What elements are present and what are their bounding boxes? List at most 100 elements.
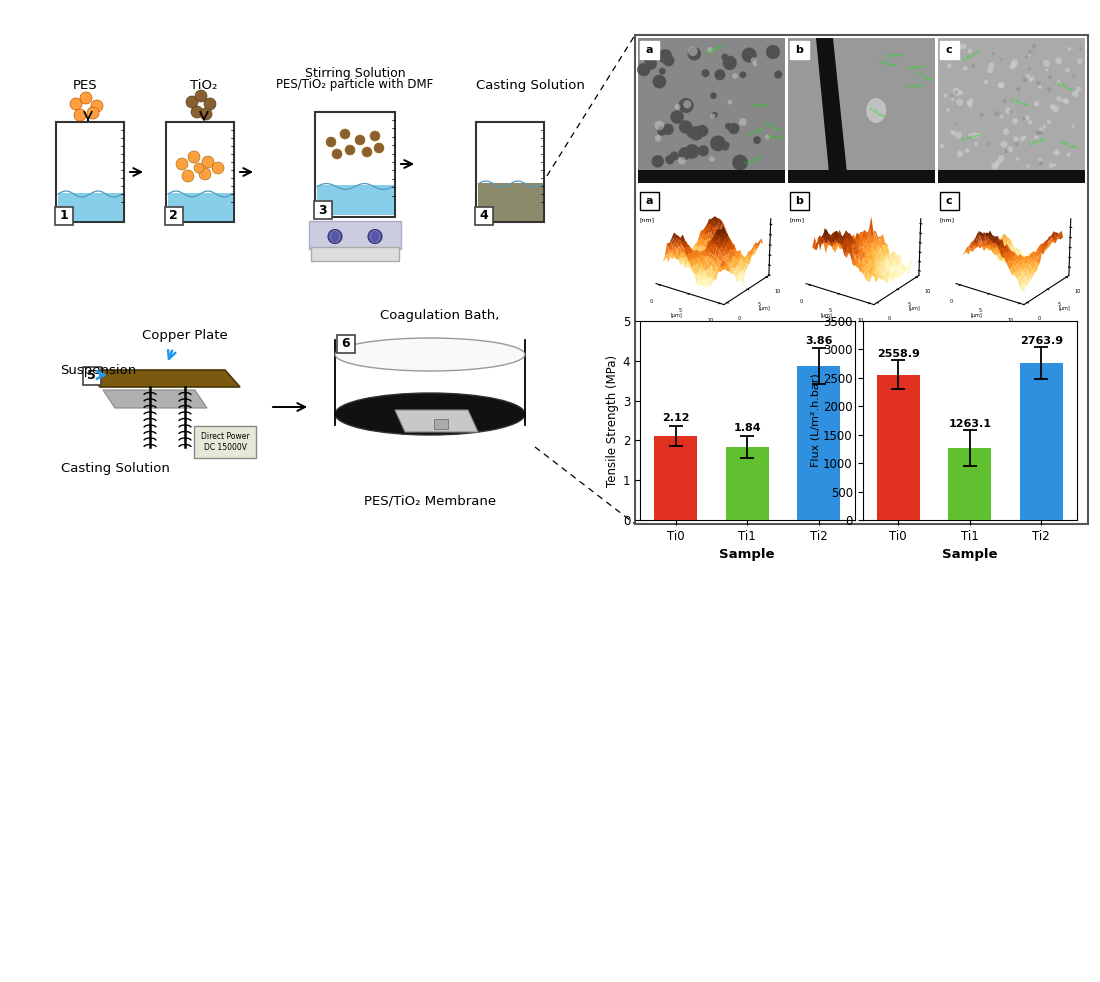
Circle shape <box>939 144 944 148</box>
Circle shape <box>1036 82 1041 85</box>
Text: 1.19 μm: 1.19 μm <box>1010 98 1028 107</box>
Y-axis label: [μm]: [μm] <box>1059 306 1071 311</box>
Circle shape <box>663 55 674 66</box>
Circle shape <box>188 151 200 163</box>
Circle shape <box>946 108 950 112</box>
Circle shape <box>368 230 382 244</box>
Circle shape <box>654 121 664 131</box>
Text: 1.77 μm: 1.77 μm <box>1056 82 1074 93</box>
Circle shape <box>645 58 657 70</box>
Circle shape <box>714 70 725 81</box>
Circle shape <box>1045 68 1048 72</box>
Polygon shape <box>816 38 848 183</box>
Text: 1.53 μm: 1.53 μm <box>868 106 886 119</box>
Circle shape <box>998 155 1004 161</box>
Text: PES: PES <box>73 79 97 92</box>
X-axis label: [μm]: [μm] <box>970 313 982 318</box>
Circle shape <box>996 159 1001 165</box>
Circle shape <box>1012 118 1019 124</box>
FancyBboxPatch shape <box>82 366 100 385</box>
Circle shape <box>688 46 697 56</box>
FancyBboxPatch shape <box>165 206 183 225</box>
Polygon shape <box>85 370 240 387</box>
Circle shape <box>1057 80 1060 83</box>
Circle shape <box>766 45 780 59</box>
Circle shape <box>1063 98 1068 103</box>
Bar <box>877 374 920 520</box>
Circle shape <box>971 64 976 68</box>
Text: 3.86: 3.86 <box>805 336 833 346</box>
Text: PES/TiO₂ Membrane: PES/TiO₂ Membrane <box>364 494 496 507</box>
Circle shape <box>964 66 968 71</box>
Text: [nm]: [nm] <box>790 217 805 222</box>
Circle shape <box>957 54 960 57</box>
Circle shape <box>1016 87 1021 91</box>
Text: 1.13 μm: 1.13 μm <box>878 60 895 67</box>
Circle shape <box>754 62 757 67</box>
Text: b: b <box>795 44 803 54</box>
FancyBboxPatch shape <box>194 426 256 458</box>
Circle shape <box>670 110 684 124</box>
Circle shape <box>1054 149 1060 156</box>
Circle shape <box>1023 78 1027 82</box>
Circle shape <box>1053 105 1059 112</box>
Bar <box>434 419 448 429</box>
Text: c: c <box>946 44 953 54</box>
Circle shape <box>1034 135 1038 139</box>
Circle shape <box>70 98 82 110</box>
Circle shape <box>679 98 694 113</box>
Circle shape <box>957 45 961 50</box>
Bar <box>315 112 395 216</box>
Text: 3.32 μm: 3.32 μm <box>905 83 924 89</box>
Circle shape <box>666 155 674 164</box>
Circle shape <box>182 170 194 182</box>
Text: 1: 1 <box>59 209 68 222</box>
Circle shape <box>974 141 978 145</box>
Text: 6: 6 <box>341 337 350 350</box>
Circle shape <box>191 106 204 118</box>
Circle shape <box>955 132 961 138</box>
Circle shape <box>326 137 336 147</box>
Circle shape <box>204 98 216 110</box>
Circle shape <box>1067 152 1070 157</box>
Circle shape <box>754 136 761 144</box>
Circle shape <box>991 163 999 170</box>
Circle shape <box>688 47 701 61</box>
Circle shape <box>176 158 188 170</box>
Circle shape <box>1032 44 1036 49</box>
Circle shape <box>998 82 1003 88</box>
Circle shape <box>993 162 999 168</box>
Circle shape <box>370 131 379 141</box>
Ellipse shape <box>336 393 525 435</box>
Circle shape <box>987 67 993 73</box>
Circle shape <box>967 100 972 105</box>
Text: 2.65 μm: 2.65 μm <box>908 65 926 72</box>
Circle shape <box>1011 62 1016 68</box>
Y-axis label: [μm]: [μm] <box>909 306 921 311</box>
Circle shape <box>1000 115 1003 119</box>
X-axis label: [μm]: [μm] <box>821 313 832 318</box>
Circle shape <box>1079 46 1082 50</box>
Text: 1.61 μm: 1.61 μm <box>1028 136 1046 147</box>
Text: 1.84: 1.84 <box>734 423 761 433</box>
Circle shape <box>670 151 679 160</box>
Circle shape <box>662 124 674 136</box>
Circle shape <box>80 92 92 104</box>
Circle shape <box>212 162 224 174</box>
Circle shape <box>1077 59 1082 64</box>
Circle shape <box>1049 76 1052 78</box>
Circle shape <box>947 64 952 69</box>
Bar <box>938 170 1085 183</box>
Text: [nm]: [nm] <box>640 217 654 222</box>
Circle shape <box>202 156 215 168</box>
Circle shape <box>723 56 737 70</box>
Text: Stirring Solution: Stirring Solution <box>305 67 405 80</box>
Text: 0.32 μm: 0.32 μm <box>915 71 933 82</box>
Circle shape <box>200 108 212 120</box>
Text: PES/TiO₂ particle with DMF: PES/TiO₂ particle with DMF <box>276 78 433 90</box>
Circle shape <box>980 113 983 117</box>
Circle shape <box>711 92 717 99</box>
Bar <box>938 38 1085 183</box>
Circle shape <box>654 136 661 141</box>
Circle shape <box>725 56 736 67</box>
